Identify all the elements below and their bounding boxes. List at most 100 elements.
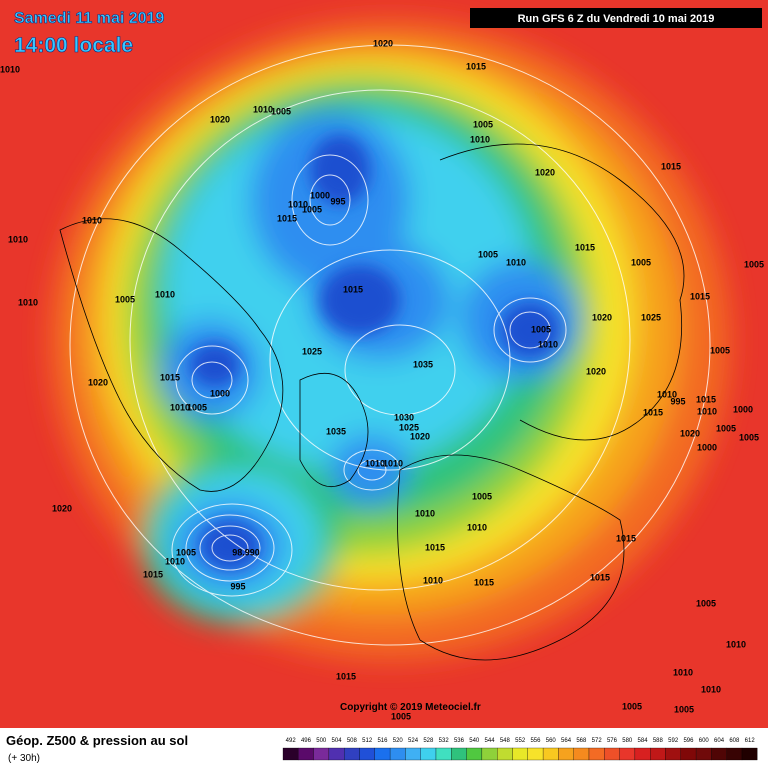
scale-swatch — [558, 747, 574, 761]
pressure-label: 1000 — [733, 404, 753, 414]
pressure-label: 1010 — [657, 389, 677, 399]
pressure-label: 1015 — [336, 671, 356, 681]
forecast-time: 14:00 locale — [14, 34, 133, 57]
scale-label: 516 — [377, 738, 388, 744]
scale-label: 528 — [423, 738, 434, 744]
scale-swatch — [634, 747, 651, 761]
scale-swatch — [573, 747, 590, 761]
pressure-label: 1015 — [425, 542, 445, 552]
scale-swatch — [466, 747, 483, 761]
scale-label: 544 — [485, 738, 496, 744]
scale-label: 520 — [393, 738, 404, 744]
pressure-label: 1030 — [394, 412, 414, 422]
scale-label: 504 — [332, 738, 343, 744]
pressure-label: 1020 — [210, 114, 230, 124]
scale-label: 568 — [576, 738, 587, 744]
scale-label: 496 — [301, 738, 312, 744]
geopotential-field — [0, 0, 768, 728]
pressure-label: 1005 — [391, 711, 411, 721]
scale-label: 548 — [500, 738, 511, 744]
pressure-label: 1005 — [622, 701, 642, 711]
scale-swatch — [680, 747, 697, 761]
pressure-label: 1010 — [253, 104, 273, 114]
scale-swatch — [497, 747, 513, 761]
pressure-label: 1010 — [470, 134, 490, 144]
pressure-label: 1005 — [473, 119, 493, 129]
scale-swatch — [481, 747, 498, 761]
pressure-label: 1010 — [18, 297, 38, 307]
scale-swatch — [435, 747, 452, 761]
pressure-label: 1005 — [696, 598, 716, 608]
pressure-label: 1005 — [744, 259, 764, 269]
pressure-label: 1000 — [697, 442, 717, 452]
pressure-label: 1005 — [176, 547, 196, 557]
pressure-label: 1010 — [155, 289, 175, 299]
pressure-label: 1010 — [697, 406, 717, 416]
footer-title: Géop. Z500 & pression au sol — [6, 733, 188, 748]
pressure-label: 1015 — [160, 372, 180, 382]
color-scale: 492 496 500 504 508 512 516 520 524 528 532 536 540 5… — [282, 738, 758, 761]
scale-swatch — [451, 747, 467, 761]
pressure-label: 1010 — [538, 339, 558, 349]
copyright: Copyright © 2019 Meteociel.fr — [340, 702, 481, 713]
scale-swatch — [695, 747, 712, 761]
scale-swatch — [741, 747, 758, 761]
scale-swatch — [588, 747, 605, 761]
scale-label: 532 — [439, 738, 450, 744]
scale-label: 572 — [592, 738, 603, 744]
pressure-label: 1000 — [210, 388, 230, 398]
scale-label: 608 — [729, 738, 740, 744]
scale-label: 596 — [683, 738, 694, 744]
scale-swatch — [374, 747, 391, 761]
scale-swatch — [619, 747, 636, 761]
pressure-label: 995 — [230, 581, 245, 591]
pressure-label: 995 — [330, 196, 345, 206]
run-info: Run GFS 6 Z du Vendredi 10 mai 2019 — [518, 13, 715, 25]
pressure-label: 1010 — [467, 522, 487, 532]
pressure-label: 1015 — [616, 533, 636, 543]
scale-label: 492 — [286, 738, 297, 744]
scale-label: 512 — [362, 738, 373, 744]
scale-swatch — [389, 747, 406, 761]
pressure-label: 1010 — [288, 199, 308, 209]
scale-swatch — [328, 747, 345, 761]
pressure-label: 1010 — [673, 667, 693, 677]
scale-label: 524 — [408, 738, 419, 744]
scale-label: 600 — [699, 738, 710, 744]
scale-label: 580 — [622, 738, 633, 744]
pressure-label: 1010 — [170, 402, 190, 412]
pressure-label: 1010 — [383, 458, 403, 468]
scale-label: 508 — [347, 738, 358, 744]
scale-swatch — [726, 747, 743, 761]
pressure-label: 1035 — [413, 359, 433, 369]
pressure-label: 1025 — [399, 422, 419, 432]
scale-label: 576 — [607, 738, 618, 744]
pressure-label: 1005 — [674, 704, 694, 714]
pressure-label: 1020 — [410, 431, 430, 441]
pressure-label: 1015 — [474, 577, 494, 587]
scale-swatch — [313, 747, 330, 761]
scale-label: 500 — [316, 738, 327, 744]
pressure-label: 1010 — [726, 639, 746, 649]
pressure-label: 1005 — [302, 204, 322, 214]
pressure-label: 1015 — [590, 572, 610, 582]
pressure-label: 1025 — [641, 312, 661, 322]
scale-swatch — [542, 747, 559, 761]
pressure-label: 1020 — [535, 167, 555, 177]
pressure-label: 1020 — [592, 312, 612, 322]
forecast-date: Samedi 11 mai 2019 — [14, 10, 164, 27]
pressure-label: 1000 — [310, 190, 330, 200]
scale-label: 612 — [745, 738, 756, 744]
scale-swatch — [650, 747, 666, 761]
scale-swatch — [298, 747, 314, 761]
pressure-label: 1005 — [631, 257, 651, 267]
pressure-label: 1010 — [8, 234, 28, 244]
run-box — [470, 8, 762, 28]
pressure-label: 1015 — [575, 242, 595, 252]
pressure-label: 1005 — [531, 324, 551, 334]
pressure-label: 1005 — [472, 491, 492, 501]
scale-swatch — [527, 747, 544, 761]
scale-swatch — [665, 747, 681, 761]
scale-label: 584 — [638, 738, 649, 744]
pressure-label: 1005 — [739, 432, 759, 442]
